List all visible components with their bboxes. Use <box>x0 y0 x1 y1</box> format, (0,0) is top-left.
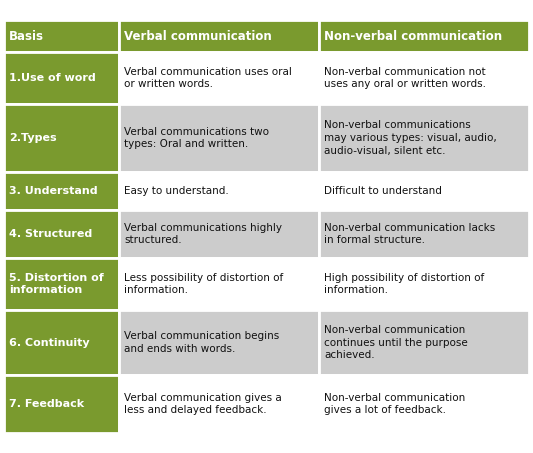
Text: Non-verbal communication
continues until the purpose
achieved.: Non-verbal communication continues until… <box>324 325 468 360</box>
Text: Non-verbal communication: Non-verbal communication <box>324 29 502 43</box>
Bar <box>319 310 529 375</box>
Bar <box>319 172 529 210</box>
Bar <box>319 375 529 433</box>
Bar <box>319 52 529 104</box>
Text: Verbal communication begins
and ends with words.: Verbal communication begins and ends wit… <box>124 331 279 354</box>
Text: 5. Distortion of
information: 5. Distortion of information <box>9 273 104 295</box>
Text: Verbal communication uses oral
or written words.: Verbal communication uses oral or writte… <box>124 67 292 89</box>
Bar <box>119 52 319 104</box>
Bar <box>4 258 119 310</box>
Text: 6. Continuity: 6. Continuity <box>9 337 90 347</box>
Bar <box>319 258 529 310</box>
Bar <box>319 104 529 172</box>
Text: Non-verbal communication lacks
in formal structure.: Non-verbal communication lacks in formal… <box>324 222 495 246</box>
Text: Non-verbal communications
may various types: visual, audio,
audio-visual, silent: Non-verbal communications may various ty… <box>324 120 497 156</box>
Text: Non-verbal communication not
uses any oral or written words.: Non-verbal communication not uses any or… <box>324 67 486 89</box>
Text: 7. Feedback: 7. Feedback <box>9 399 84 409</box>
Bar <box>4 172 119 210</box>
Bar <box>319 210 529 258</box>
Bar <box>119 258 319 310</box>
Text: Verbal communication gives a
less and delayed feedback.: Verbal communication gives a less and de… <box>124 393 282 415</box>
Bar <box>119 210 319 258</box>
Bar <box>4 375 119 433</box>
Text: Easy to understand.: Easy to understand. <box>124 186 229 196</box>
Bar <box>119 172 319 210</box>
Bar <box>319 20 529 52</box>
Text: 4. Structured: 4. Structured <box>9 229 92 239</box>
Bar <box>4 20 119 52</box>
Text: 1.Use of word: 1.Use of word <box>9 73 96 83</box>
Text: Verbal communication: Verbal communication <box>124 29 272 43</box>
Bar <box>119 104 319 172</box>
Text: 3. Understand: 3. Understand <box>9 186 98 196</box>
Text: Verbal communications highly
structured.: Verbal communications highly structured. <box>124 222 282 246</box>
Bar <box>4 210 119 258</box>
Bar <box>4 310 119 375</box>
Bar <box>4 52 119 104</box>
Text: Non-verbal communication
gives a lot of feedback.: Non-verbal communication gives a lot of … <box>324 393 465 415</box>
Bar <box>119 310 319 375</box>
Text: 2.Types: 2.Types <box>9 133 56 143</box>
Text: Less possibility of distortion of
information.: Less possibility of distortion of inform… <box>124 273 283 295</box>
Bar <box>119 20 319 52</box>
Text: High possibility of distortion of
information.: High possibility of distortion of inform… <box>324 273 484 295</box>
Text: Verbal communications two
types: Oral and written.: Verbal communications two types: Oral an… <box>124 126 269 149</box>
Bar <box>4 104 119 172</box>
Text: Difficult to understand: Difficult to understand <box>324 186 442 196</box>
Bar <box>119 375 319 433</box>
Text: Basis: Basis <box>9 29 44 43</box>
